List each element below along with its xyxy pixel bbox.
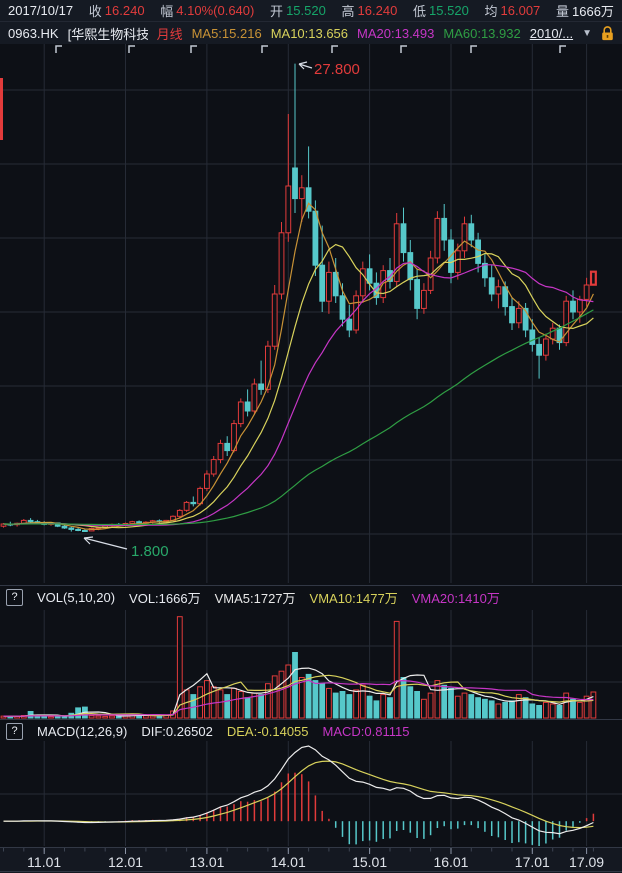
event-mark (190, 45, 197, 53)
ma60-label: MA60:13.932 (443, 25, 521, 41)
edge-candle-fragment (0, 78, 3, 140)
stock-name: [华熙生物科技(退市)] (67, 26, 148, 42)
event-mark (400, 45, 407, 53)
lock-icon[interactable] (601, 25, 614, 41)
vma20-line (3, 679, 594, 717)
quote-field-open: 开 15.520 (270, 3, 326, 19)
high-arrow (298, 61, 313, 70)
x-axis-label: 17.09 (569, 854, 605, 870)
low-annotation: 1.800 (131, 543, 169, 560)
quote-field-volume: 量 1666万 (555, 4, 614, 19)
macd-value: MACD:0.81115 (322, 723, 410, 739)
vol-help-button[interactable]: ? (6, 588, 23, 606)
title-bar: 0963.HK [华熙生物科技(退市)] 月线 MA5:15.216 MA10:… (0, 22, 622, 44)
ma20-label: MA20:13.493 (357, 25, 435, 41)
x-axis-label: 15.01 (352, 854, 388, 870)
event-mark (331, 45, 338, 53)
quote-field-change: 幅 4.10%(0.640) (160, 3, 255, 19)
event-mark (559, 45, 566, 53)
vol-value: VOL:1666万 (129, 590, 201, 606)
x-axis-label: 17.01 (514, 854, 550, 870)
quote-field-avg: 均 16.007 (484, 3, 541, 19)
quote-field-high: 高 16.240 (341, 3, 398, 19)
event-mark (261, 45, 268, 53)
macd-indicator-name[interactable]: MACD(12,26,9) (37, 723, 128, 739)
x-axis-label: 14.01 (270, 854, 306, 870)
ma10-label: MA10:13.656 (270, 25, 349, 41)
dif-value: DIF:0.26502 (141, 723, 213, 739)
x-axis-label: 11.01 (27, 854, 62, 870)
x-axis-label: 13.01 (189, 854, 225, 870)
quote-field-low: 低 15.520 (413, 3, 469, 19)
x-axis-label: 12.01 (108, 854, 144, 870)
stock-symbol: 0963.HK (8, 25, 59, 41)
vol-pane-header: ? VOL(5,10,20) VOL:1666万 VMA5:1727万 VMA1… (0, 587, 622, 607)
vol-indicator-name[interactable]: VOL(5,10,20) (37, 589, 116, 605)
high-annotation: 27.800 (314, 61, 360, 78)
macd-pane-header: ? MACD(12,26,9) DIF:0.26502 DEA:-0.14055… (0, 721, 622, 741)
vma20-value: VMA20:1410万 (411, 590, 500, 606)
period-label[interactable]: 月线 (156, 26, 183, 42)
vma10-line (3, 674, 594, 717)
macd-help-button[interactable]: ? (6, 722, 23, 740)
vma5-value: VMA5:1727万 (214, 590, 296, 606)
ma60-line (3, 309, 594, 526)
event-mark (55, 45, 62, 53)
ma5-label: MA5:15.216 (191, 25, 262, 41)
event-mark (470, 45, 477, 53)
quote-header: 2017/10/17 收 16.240 幅 4.10%(0.640) 开 15.520… (0, 0, 622, 22)
ma20-line (3, 262, 594, 527)
low-arrow (83, 536, 128, 550)
vma10-value: VMA10:1477万 (309, 590, 398, 606)
x-axis-label: 16.01 (433, 854, 469, 870)
ma10-line (3, 243, 594, 529)
event-mark (128, 45, 135, 53)
date-range-link[interactable]: 2010/... (529, 25, 574, 41)
quote-date: 2017/10/17 (8, 3, 74, 18)
vma5-line (3, 667, 594, 717)
chevron-down-icon[interactable]: ▼ (582, 27, 592, 39)
dif-line (3, 745, 594, 835)
quote-field-close: 收 16.240 (88, 3, 145, 19)
dea-value: DEA:-0.14055 (226, 723, 309, 739)
ma5-line (3, 202, 594, 531)
